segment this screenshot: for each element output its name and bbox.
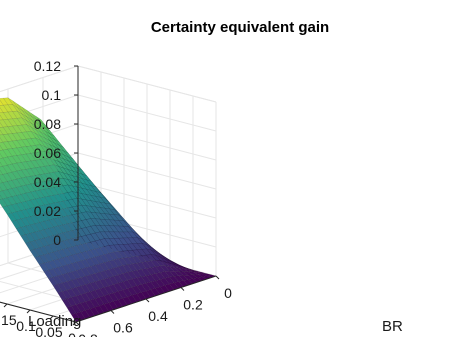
surface-patch bbox=[0, 145, 4, 151]
z-tick-label: 0.08 bbox=[34, 116, 61, 132]
y-tick-mark bbox=[49, 315, 54, 320]
surface-patch bbox=[0, 194, 3, 200]
z-tick-label: 0.04 bbox=[34, 174, 61, 190]
surface-patch bbox=[0, 122, 4, 128]
surface-patch bbox=[0, 129, 4, 136]
surface-patch bbox=[43, 270, 54, 279]
z-tick-label: 0.06 bbox=[34, 145, 61, 161]
surface-patch bbox=[62, 298, 72, 308]
x-tick-label: 0.4 bbox=[148, 308, 168, 324]
y-tick-label: 0.15 bbox=[0, 312, 17, 328]
surface-patch bbox=[48, 277, 58, 286]
wall-grid-line bbox=[77, 94, 217, 132]
surface-patch bbox=[0, 178, 3, 184]
surface-patch bbox=[0, 153, 4, 159]
box-edge bbox=[77, 65, 217, 103]
wall-grid-line bbox=[77, 152, 217, 190]
z-tick-label: 0.12 bbox=[34, 58, 61, 74]
y-tick-label: 0.1 bbox=[16, 318, 36, 334]
y-tick-label: 0.05 bbox=[35, 324, 62, 337]
surface-patch bbox=[25, 241, 35, 251]
y-axis-label: Loading bbox=[28, 313, 81, 330]
box-edge bbox=[0, 65, 79, 93]
wall-grid-line bbox=[77, 123, 217, 161]
x-tick-mark bbox=[180, 287, 185, 291]
y-tick-mark bbox=[3, 303, 8, 308]
surface-patch bbox=[39, 263, 49, 272]
y-tick-mark bbox=[26, 309, 31, 314]
surface-mesh bbox=[0, 97, 217, 323]
x-tick-label: 0 bbox=[224, 285, 232, 301]
tick-labels: 00.20.40.60.800.050.10.150.20.250.300.02… bbox=[0, 58, 232, 337]
wall-grid-line bbox=[77, 181, 217, 219]
x-tick-mark bbox=[145, 298, 150, 303]
z-tick-label: 0 bbox=[53, 232, 61, 248]
z-tick-label: 0.1 bbox=[42, 87, 62, 103]
surface-patch bbox=[0, 186, 3, 192]
y-tick-label: 0 bbox=[68, 330, 76, 337]
x-tick-mark bbox=[75, 321, 80, 326]
y-tick-mark bbox=[72, 321, 77, 326]
x-tick-mark bbox=[215, 275, 220, 280]
surface-patch bbox=[0, 127, 8, 135]
surface-patch bbox=[0, 161, 3, 168]
x-tick-mark bbox=[110, 310, 115, 314]
x-tick-label: 0.6 bbox=[113, 320, 133, 336]
surface-patch bbox=[57, 291, 68, 301]
x-tick-label: 0.8 bbox=[78, 331, 98, 337]
axis-lines bbox=[0, 65, 220, 326]
x-axis-label: BR bbox=[382, 318, 403, 335]
surface-patch bbox=[0, 137, 4, 143]
surface-patch bbox=[0, 170, 3, 176]
chart-title: Certainty equivalent gain bbox=[151, 19, 329, 36]
z-tick-label: 0.02 bbox=[34, 203, 61, 219]
x-tick-label: 0.2 bbox=[183, 297, 203, 313]
